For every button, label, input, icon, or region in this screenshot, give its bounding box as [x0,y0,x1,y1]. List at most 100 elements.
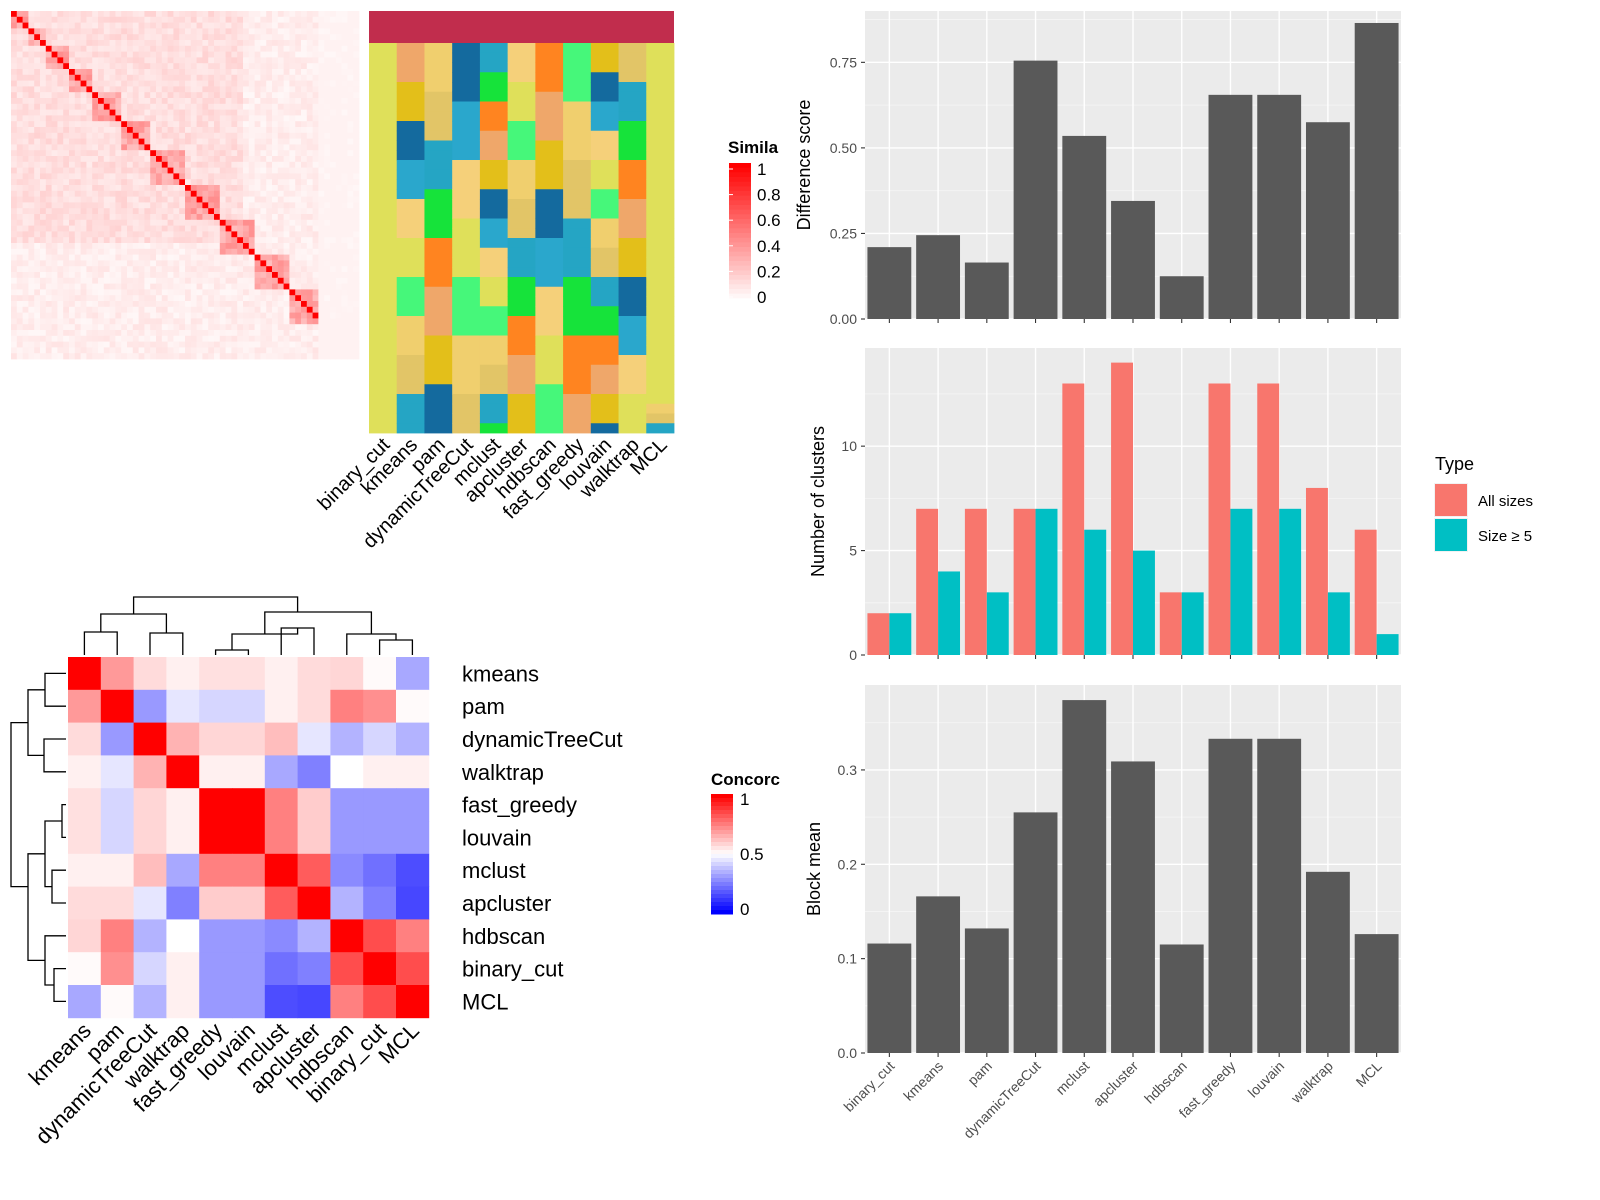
similarity-cell [51,190,58,197]
similarity-cell [103,277,110,284]
similarity-cell [51,22,58,29]
similarity-cell [318,51,325,58]
similarity-cell [237,248,244,255]
similarity-cell [103,40,110,47]
annotation-cell [646,43,675,54]
similarity-cell [330,80,337,87]
similarity-cell [289,208,296,215]
similarity-cell [57,289,64,296]
annotation-cell [646,394,675,405]
similarity-cell [231,214,238,221]
similarity-cell [167,86,174,93]
concordance-cell [166,985,200,1019]
similarity-cell [80,347,87,354]
similarity-cell [74,341,81,348]
similarity-cell [225,237,232,244]
similarity-cell [28,28,35,35]
similarity-cell [109,318,116,325]
concordance-row-label: walktrap [461,760,544,785]
similarity-cell [167,92,174,99]
similarity-cell [40,86,47,93]
similarity-cell [341,283,348,290]
similarity-cell [341,225,348,232]
similarity-cell [219,283,226,290]
similarity-cell [40,98,47,105]
similarity-cell [127,156,134,163]
annotation-cell [452,345,481,356]
similarity-cell [219,115,226,122]
similarity-cell [248,22,255,29]
similarity-cell [63,318,70,325]
similarity-cell [98,214,105,221]
similarity-cell [11,34,18,41]
similarity-cell [318,185,325,192]
similarity-cell [237,80,244,87]
similarity-cell [28,144,35,151]
similarity-cell [324,167,331,174]
similarity-cell [301,318,308,325]
similarity-cell [144,318,151,325]
similarity-cell [16,254,23,261]
similarity-cell [248,138,255,145]
similarity-cell [144,40,151,47]
similarity-cell [225,272,232,279]
similarity-cell [190,208,197,215]
similarity-cell [109,266,116,273]
annotation-cell [452,267,481,278]
annotation-cell [646,306,675,317]
similarity-cell [40,306,47,313]
annotation-cell [507,384,536,395]
similarity-cell [121,312,128,319]
similarity-cell [330,132,337,139]
similarity-cell [196,341,203,348]
similarity-cell [295,214,302,221]
annotation-cell [479,384,509,395]
similarity-cell [237,138,244,145]
similarity-cell [254,138,261,145]
annotation-cell [590,403,619,414]
similarity-cell [86,347,93,354]
concordance-legend-swatch [711,846,733,851]
similarity-cell [306,28,313,35]
similarity-cell [202,318,209,325]
similarity-cell [190,341,197,348]
similarity-cell [272,312,279,319]
similarity-cell [103,202,110,209]
similarity-cell [92,248,99,255]
similarity-cell [138,202,145,209]
annotation-cell [646,364,675,375]
similarity-cell [173,80,180,87]
similarity-cell [51,40,58,47]
similarity-cell [74,190,81,197]
similarity-cell [103,341,110,348]
similarity-cell [266,34,273,41]
annotation-cell [479,121,509,132]
similarity-cell [51,347,58,354]
similarity-cell [161,98,168,105]
similarity-cell [214,196,221,203]
similarity-cell [312,272,319,279]
similarity-cell [225,266,232,273]
concordance-cell [199,755,233,789]
similarity-cell [86,289,93,296]
annotation-cell [507,218,536,229]
similarity-cell [144,109,151,116]
similarity-cell [254,277,261,284]
similarity-cell [161,341,168,348]
similarity-cell [306,231,313,238]
similarity-cell [74,16,81,23]
similarity-cell [179,196,186,203]
similarity-cell [330,196,337,203]
similarity-cell [341,231,348,238]
similarity-cell [248,74,255,81]
similarity-cell [196,63,203,70]
similarity-cell [173,86,180,93]
annotation-cell [535,208,564,219]
similarity-cell [115,144,122,151]
similarity-cell [179,98,186,105]
similarity-cell [150,347,157,354]
similarity-cell [34,289,41,296]
similarity-cell [318,295,325,302]
bar [1208,383,1231,655]
